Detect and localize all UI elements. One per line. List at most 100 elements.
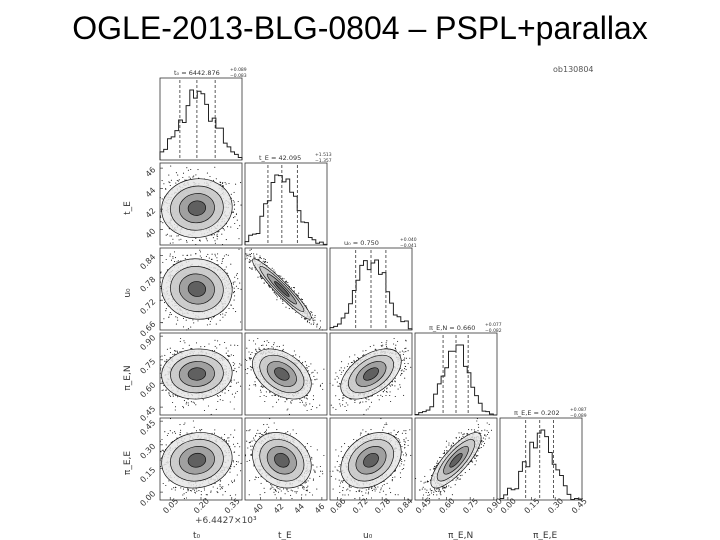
histogram-title-t0: t₀ = 6442.876 bbox=[174, 69, 220, 77]
scatter-point bbox=[263, 282, 265, 284]
scatter-point bbox=[212, 179, 215, 181]
scatter-point bbox=[197, 169, 199, 171]
scatter-point bbox=[215, 178, 217, 180]
scatter-point bbox=[266, 261, 268, 263]
scatter-point bbox=[264, 259, 266, 261]
scatter-point bbox=[237, 278, 239, 280]
scatter-point bbox=[260, 278, 263, 280]
scatter-point bbox=[172, 238, 174, 240]
scatter-point bbox=[235, 285, 237, 287]
scatter-point bbox=[182, 317, 185, 319]
scatter-point bbox=[231, 211, 233, 213]
scatter-point bbox=[236, 273, 238, 275]
scatter-point bbox=[185, 319, 187, 321]
histogram-title-u0: u₀ = 0.750 bbox=[344, 239, 379, 247]
scatter-point bbox=[211, 234, 213, 236]
scatter-point bbox=[168, 316, 170, 318]
scatter-point bbox=[322, 388, 324, 390]
scatter-point bbox=[205, 237, 207, 239]
scatter-point bbox=[206, 324, 208, 326]
scatter-point bbox=[248, 255, 250, 257]
scatter-point bbox=[177, 351, 179, 354]
scatter-point bbox=[269, 286, 271, 288]
scatter-point bbox=[165, 310, 167, 312]
scatter-point bbox=[163, 318, 165, 320]
scatter-point bbox=[307, 319, 309, 321]
scatter-point bbox=[258, 347, 260, 349]
scatter-point bbox=[299, 356, 301, 358]
scatter-point bbox=[185, 401, 188, 403]
scatter-point bbox=[259, 255, 261, 257]
y-tick-label-piEN-1: 0.60 bbox=[138, 381, 157, 400]
scatter-point bbox=[247, 254, 249, 256]
scatter-point bbox=[224, 388, 226, 390]
scatter-point bbox=[172, 395, 174, 397]
scatter-point bbox=[295, 354, 297, 356]
scatter-point bbox=[159, 372, 161, 374]
scatter-point bbox=[247, 368, 249, 370]
scatter-point bbox=[182, 176, 184, 179]
scatter-point bbox=[207, 318, 210, 321]
scatter-point bbox=[246, 253, 248, 255]
scatter-point bbox=[225, 254, 227, 256]
scatter-point bbox=[312, 317, 314, 319]
scatter-point bbox=[200, 257, 202, 259]
scatter-point bbox=[263, 261, 265, 263]
scatter-point bbox=[301, 316, 303, 318]
scatter-point bbox=[209, 175, 211, 178]
scatter-point bbox=[199, 251, 202, 253]
histogram-err-plus-t0: +0.089 bbox=[230, 67, 247, 73]
scatter-point bbox=[238, 238, 240, 240]
scatter-point bbox=[218, 230, 220, 233]
scatter-point bbox=[233, 191, 235, 193]
scatter-point bbox=[233, 208, 236, 210]
scatter-point bbox=[222, 185, 224, 187]
scatter-point bbox=[282, 302, 284, 305]
scatter-point bbox=[221, 391, 223, 393]
scatter-point bbox=[260, 257, 262, 260]
scatter-point bbox=[312, 371, 314, 373]
scatter-point bbox=[182, 348, 184, 350]
scatter-point bbox=[173, 251, 176, 253]
scatter-point bbox=[231, 393, 233, 395]
scatter-point bbox=[232, 292, 235, 294]
scatter-point bbox=[316, 326, 318, 328]
scatter-point bbox=[177, 396, 179, 398]
scatter-point bbox=[173, 350, 176, 352]
scatter-point bbox=[172, 256, 174, 258]
scatter-point bbox=[172, 394, 174, 396]
scatter-point bbox=[258, 257, 260, 259]
scatter-point bbox=[234, 344, 236, 346]
scatter-point bbox=[165, 188, 167, 190]
scatter-point bbox=[240, 321, 242, 323]
scatter-point bbox=[225, 347, 227, 349]
histogram-err-minus-u0: −0.041 bbox=[400, 243, 417, 249]
scatter-point bbox=[292, 286, 295, 289]
scatter-point bbox=[187, 254, 189, 256]
scatter-point bbox=[255, 385, 257, 387]
scatter-point bbox=[253, 255, 255, 257]
scatter-point bbox=[176, 180, 178, 182]
scatter-point bbox=[184, 258, 186, 260]
scatter-point bbox=[235, 382, 238, 384]
scatter-point bbox=[309, 319, 311, 321]
scatter-point bbox=[283, 278, 285, 280]
scatter-point bbox=[312, 323, 315, 325]
scatter-point bbox=[182, 254, 184, 256]
scatter-point bbox=[159, 197, 161, 199]
scatter-point bbox=[244, 253, 247, 255]
scatter-point bbox=[257, 276, 259, 278]
scatter-point bbox=[217, 395, 219, 398]
y-tick-label-u0-3: 0.84 bbox=[138, 253, 157, 272]
scatter-point bbox=[262, 260, 264, 262]
scatter-point bbox=[214, 242, 216, 244]
y-tick-label-tE-0: 40 bbox=[144, 227, 158, 241]
scatter-point bbox=[160, 271, 162, 273]
scatter-point bbox=[195, 237, 197, 240]
scatter-point bbox=[221, 244, 224, 246]
scatter-point bbox=[256, 253, 258, 255]
y-tick-label-u0-1: 0.72 bbox=[138, 297, 157, 316]
scatter-point bbox=[176, 261, 178, 263]
scatter-point bbox=[168, 392, 170, 394]
